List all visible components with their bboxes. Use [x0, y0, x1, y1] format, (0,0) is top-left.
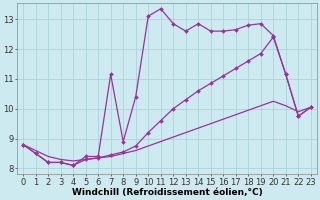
- X-axis label: Windchill (Refroidissement éolien,°C): Windchill (Refroidissement éolien,°C): [72, 188, 262, 197]
